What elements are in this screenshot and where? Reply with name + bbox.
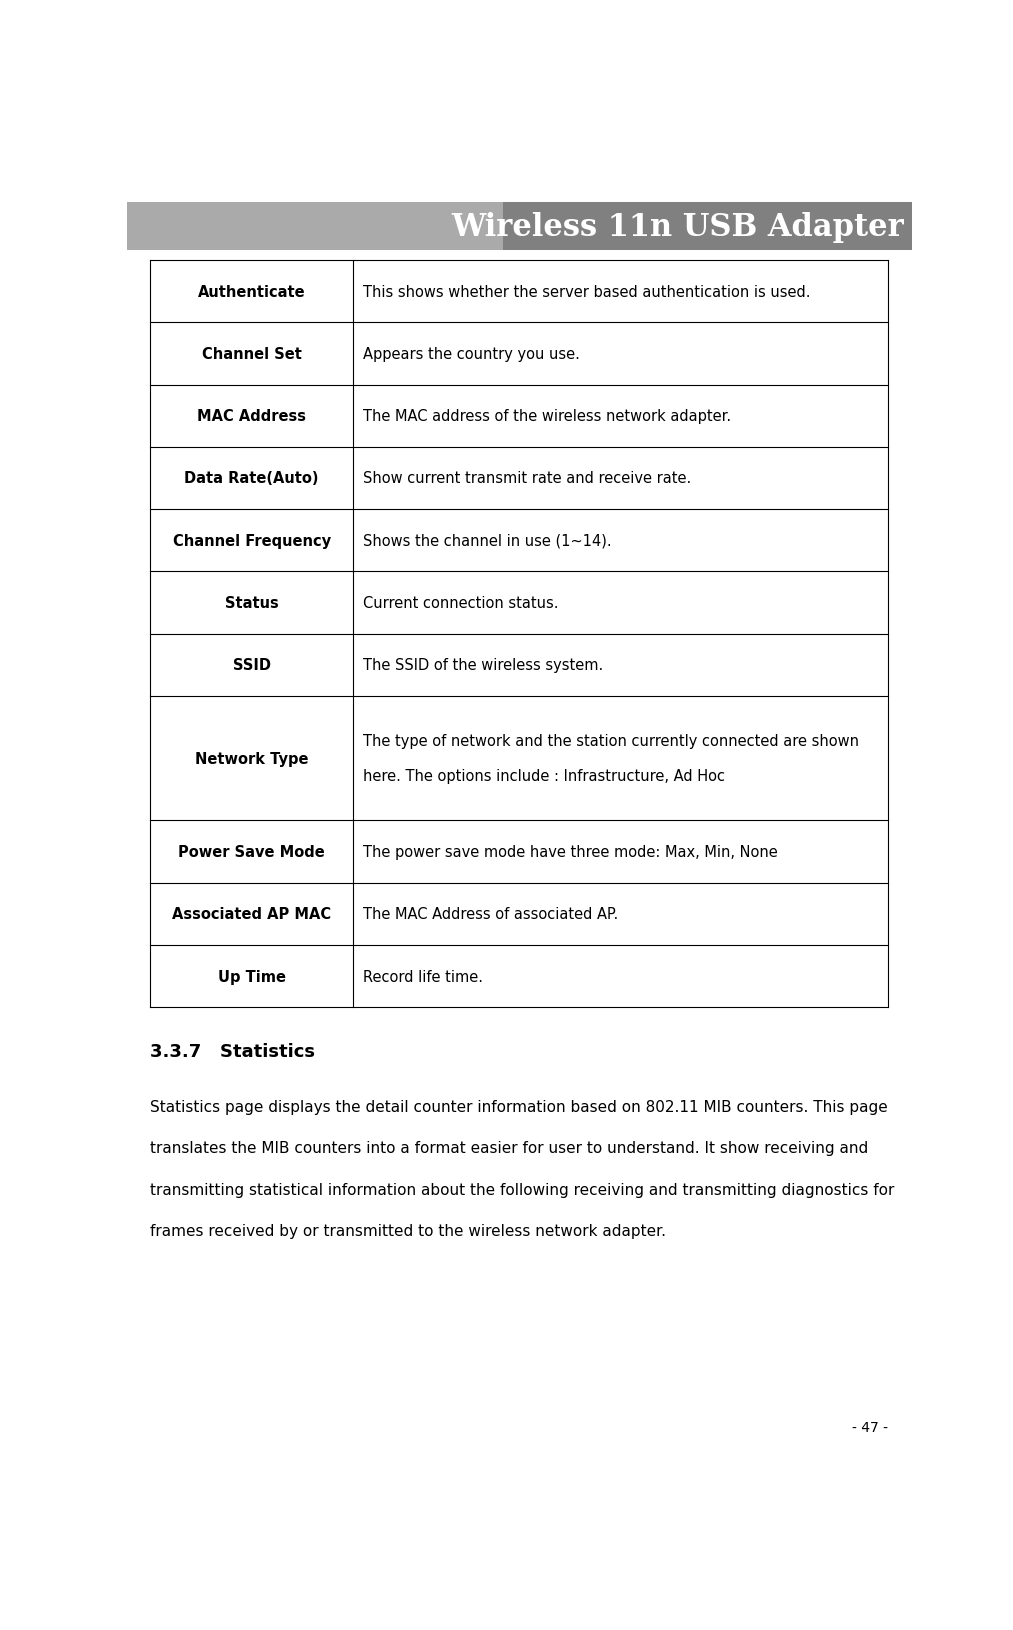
Text: Wireless 11n USB Adapter: Wireless 11n USB Adapter [451,212,904,243]
Text: transmitting statistical information about the following receiving and transmitt: transmitting statistical information abo… [150,1182,894,1196]
Text: Authenticate: Authenticate [198,285,306,300]
Text: Power Save Mode: Power Save Mode [178,844,325,859]
Text: here. The options include : Infrastructure, Ad Hoc: here. The options include : Infrastructu… [364,769,725,784]
Text: Associated AP MAC: Associated AP MAC [172,906,331,923]
Text: The type of network and the station currently connected are shown: The type of network and the station curr… [364,734,859,748]
Bar [127,204,503,251]
Text: Statistics page displays the detail counter information based on 802.11 MIB coun: Statistics page displays the detail coun… [150,1099,888,1115]
Text: The SSID of the wireless system.: The SSID of the wireless system. [364,659,604,673]
Text: Show current transmit rate and receive rate.: Show current transmit rate and receive r… [364,471,692,486]
Text: frames received by or transmitted to the wireless network adapter.: frames received by or transmitted to the… [150,1224,667,1239]
Text: Network Type: Network Type [194,751,308,766]
Text: Current connection status.: Current connection status. [364,595,559,611]
Text: Appears the country you use.: Appears the country you use. [364,347,580,362]
Text: Data Rate(Auto): Data Rate(Auto) [184,471,319,486]
Text: The MAC address of the wireless network adapter.: The MAC address of the wireless network … [364,409,731,424]
Text: This shows whether the server based authentication is used.: This shows whether the server based auth… [364,285,810,300]
Text: The MAC Address of associated AP.: The MAC Address of associated AP. [364,906,619,923]
Text: Record life time.: Record life time. [364,970,483,985]
Text: 3.3.7   Statistics: 3.3.7 Statistics [150,1043,315,1061]
Text: Status: Status [225,595,279,611]
Text: MAC Address: MAC Address [198,409,306,424]
Text: SSID: SSID [233,659,270,673]
Bar [503,204,912,251]
Text: translates the MIB counters into a format easier for user to understand. It show: translates the MIB counters into a forma… [150,1141,868,1156]
Text: Channel Frequency: Channel Frequency [172,533,330,548]
Text: The power save mode have three mode: Max, Min, None: The power save mode have three mode: Max… [364,844,778,859]
Text: Shows the channel in use (1~14).: Shows the channel in use (1~14). [364,533,612,548]
Text: - 47 -: - 47 - [852,1420,888,1434]
Text: Channel Set: Channel Set [202,347,302,362]
Text: Up Time: Up Time [218,970,286,985]
